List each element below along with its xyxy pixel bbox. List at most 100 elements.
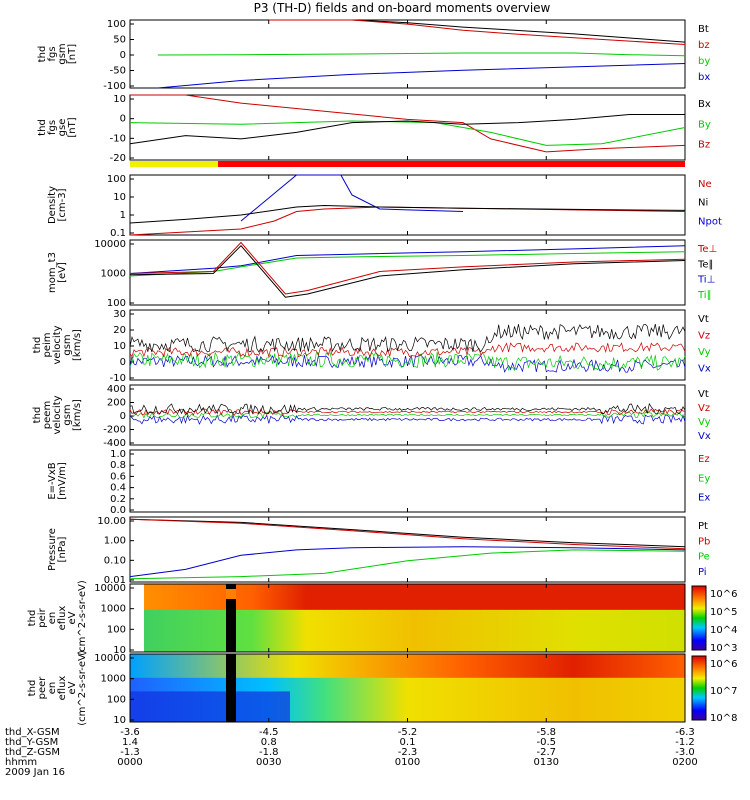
- y-axis-label: eV: [67, 681, 78, 694]
- colorbar-label: 10^3: [710, 643, 737, 654]
- y-axis-label: gsm: [62, 404, 73, 425]
- y-axis-label: peem: [42, 401, 53, 429]
- colorbar-label: 10^7: [710, 686, 737, 697]
- legend-entry: Pb: [698, 536, 710, 547]
- panel-peir_en_eflux: 10000 1000 100 10 thd peir en eflux eV (cm^2-s-sr…: [27, 580, 737, 656]
- y-tick-label: -200: [103, 425, 126, 436]
- x-axis-footer: thd_X-GSM -3.6 -4.5 -5.2 -5.8 -6.3 thd_Y-GSM 1.…: [5, 727, 698, 778]
- x-axis-value: -2.7: [536, 747, 556, 758]
- x-axis-row-label: thd_X-GSM: [5, 727, 60, 738]
- y-axis-label: mom_t3: [47, 252, 58, 293]
- y-axis-label: Density: [47, 186, 58, 224]
- panel-frame: [129, 239, 686, 306]
- y-tick-label: 0: [120, 357, 126, 368]
- legend-entry: Vt: [698, 314, 709, 325]
- y-axis-label: [mV/m]: [57, 462, 68, 500]
- y-axis-label: velocity: [52, 325, 63, 364]
- y-axis-label: thd: [27, 610, 38, 627]
- y-axis-label: (cm^2-s-sr-eV): [77, 580, 88, 656]
- date-label: 2009 Jan 16: [5, 767, 65, 778]
- x-axis-row-label: thd_Z-GSM: [5, 747, 60, 758]
- legend-entry: Vy: [698, 347, 711, 358]
- x-axis-value: 0100: [395, 757, 420, 768]
- legend-entry: Pe: [698, 552, 710, 563]
- x-axis-value: 0.1: [400, 737, 416, 748]
- legend-entry: Te⊥: [697, 244, 717, 255]
- legend-entry: Npot: [698, 216, 722, 227]
- legend-entry: Vz: [698, 331, 710, 342]
- electron-spectrogram-low: [130, 691, 290, 722]
- x-axis-value: 0130: [534, 757, 559, 768]
- legend-entry: Ti⊥: [697, 275, 715, 286]
- legend-entry: Vy: [698, 417, 711, 428]
- y-axis-label: thd: [32, 407, 43, 424]
- y-tick-label: 0.4: [110, 483, 126, 494]
- y-tick-label: 0.8: [110, 460, 126, 471]
- series-Pe: [129, 549, 686, 580]
- series-Vt: [129, 324, 686, 353]
- series-Vz: [129, 408, 686, 416]
- y-axis-label: fgs: [47, 46, 58, 61]
- legend-entry: Bt: [698, 24, 709, 35]
- x-axis-value: -2.3: [398, 747, 418, 758]
- chart-title: P3 (TH-D) fields and on-board moments ov…: [254, 1, 551, 15]
- y-axis-label: peir: [37, 607, 48, 627]
- colorbar-label: 10^6: [710, 659, 737, 670]
- y-tick-label: 100: [107, 624, 126, 635]
- panel-frame: [129, 449, 686, 513]
- panel-frame: [129, 94, 686, 161]
- x-axis-value: -1.3: [120, 747, 140, 758]
- y-axis-label: [cm-3]: [57, 188, 68, 221]
- y-tick-label: 10000: [94, 653, 126, 664]
- y-tick-label: 20: [113, 325, 126, 336]
- series-Ti⊥: [129, 245, 686, 274]
- colorbar: [691, 655, 707, 721]
- y-tick-label: 0.01: [104, 575, 126, 586]
- series-bz: [268, 19, 686, 45]
- x-axis-value: -4.5: [259, 727, 279, 738]
- x-axis-value: 1.4: [122, 737, 138, 748]
- colorbar-label: 10^6: [710, 589, 737, 600]
- y-axis-label: eV: [67, 611, 78, 624]
- y-axis-label: thd: [27, 680, 38, 697]
- y-axis-label: gsm: [57, 43, 68, 64]
- x-axis-row-label: hhmm: [5, 757, 37, 768]
- panel-peer_en_eflux: 10000 1000 100 10 thd peer en eflux eV (cm^2-s-sr…: [27, 650, 737, 726]
- y-tick-label: -400: [103, 438, 126, 449]
- series-Ne: [129, 206, 686, 236]
- y-tick-label: 1.0: [110, 449, 126, 460]
- y-tick-label: 10: [113, 341, 126, 352]
- y-axis-label: velocity: [52, 395, 63, 434]
- electron-spectrogram-high: [130, 654, 685, 678]
- series-Vx: [129, 413, 686, 425]
- y-tick-label: 0: [120, 50, 126, 61]
- series-Bt: [241, 19, 686, 43]
- legend-entry: Ne: [698, 179, 712, 190]
- y-tick-label: 0.0: [110, 505, 126, 516]
- series-By: [129, 120, 686, 146]
- data-gap: [226, 654, 236, 722]
- y-tick-label: 30: [113, 309, 126, 320]
- x-axis-value: 0030: [256, 757, 281, 768]
- y-axis-label: thd: [37, 46, 48, 63]
- y-axis-label: [km/s]: [72, 399, 83, 431]
- series-Ti∥: [129, 251, 686, 277]
- legend-entry: By: [698, 119, 711, 130]
- y-axis-label: peim: [42, 332, 53, 357]
- panel-fgs_gsm: 100 50 0 -50 -100 thd fgs gsm [nT] Bt bz by bx: [37, 19, 710, 92]
- y-axis-label: thd: [37, 119, 48, 136]
- y-tick-label: 10: [113, 645, 126, 656]
- legend-entry: Ni: [698, 198, 708, 209]
- series-Ni: [129, 204, 686, 224]
- legend-entry: Bx: [698, 99, 711, 110]
- y-axis-label: eflux: [57, 606, 68, 631]
- series-by: [157, 52, 686, 57]
- panel-frame: [129, 174, 686, 236]
- series-Vx: [129, 354, 686, 373]
- series-Bz: [130, 94, 686, 153]
- series-bx: [157, 63, 686, 89]
- data-gap: [226, 584, 236, 652]
- x-axis-value: 0000: [117, 757, 142, 768]
- legend-entry: Vz: [698, 403, 710, 414]
